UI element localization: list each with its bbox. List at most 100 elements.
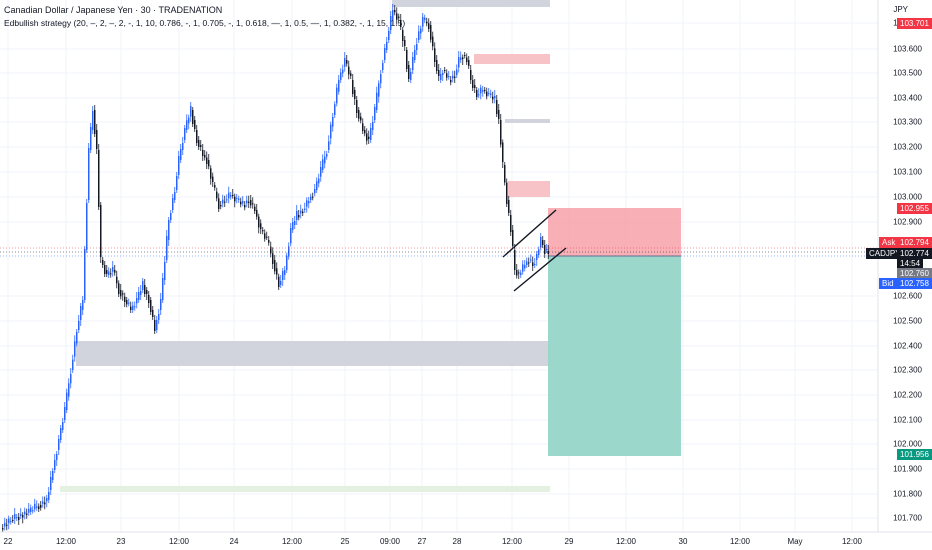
- candle-body: [340, 72, 342, 80]
- position-target-zone[interactable]: [548, 256, 681, 456]
- candle-body: [6, 524, 8, 526]
- candle-body: [396, 13, 398, 20]
- price-tick: 102.400: [893, 341, 922, 351]
- flag-lower-line: [513, 247, 567, 292]
- candle-body: [422, 17, 424, 27]
- candle-body: [116, 276, 118, 284]
- candle-body: [56, 454, 58, 460]
- chart-title[interactable]: Canadian Dollar / Japanese Yen · 30 · TR…: [4, 5, 223, 15]
- candle-body: [168, 220, 170, 240]
- candle-body: [2, 528, 4, 530]
- candle-body: [380, 74, 382, 84]
- candle-body: [90, 127, 92, 150]
- candle-body: [18, 517, 20, 520]
- candle-body: [366, 133, 368, 141]
- candle-body: [446, 73, 448, 78]
- candle-body: [490, 93, 492, 95]
- candle-body: [516, 270, 518, 276]
- candle-body: [32, 510, 34, 512]
- candle-body: [200, 145, 202, 147]
- price-tick: 102.500: [893, 316, 922, 326]
- price-tick: 102.600: [893, 291, 922, 301]
- candle-body: [512, 230, 514, 246]
- candle-body: [394, 10, 396, 13]
- candle-body: [388, 31, 390, 40]
- candle-body: [430, 25, 432, 40]
- candle-body: [414, 50, 416, 60]
- candle-body: [76, 332, 78, 344]
- candle-body: [458, 57, 460, 68]
- time-tick: 23: [116, 537, 126, 546]
- time-tick: 12:00: [729, 537, 751, 546]
- candle-body: [310, 196, 312, 200]
- candle-body: [146, 290, 148, 294]
- candle-body: [38, 506, 40, 509]
- candle-body: [216, 191, 218, 199]
- demand-zone-gray: [76, 341, 550, 366]
- candle-body: [412, 57, 414, 70]
- candle-body: [252, 203, 254, 205]
- price-tag-bid: 102.758: [897, 278, 932, 289]
- candle-body: [478, 94, 480, 96]
- candle-body: [534, 264, 536, 265]
- candle-body: [68, 383, 70, 397]
- candle-body: [192, 110, 194, 124]
- candle-body: [124, 296, 126, 302]
- price-tick: 102.100: [893, 415, 922, 425]
- candle-body: [454, 76, 456, 78]
- candle-body: [336, 87, 338, 104]
- time-tick: 12:00: [501, 537, 523, 546]
- candle-body: [266, 236, 268, 238]
- candle-body: [398, 16, 400, 18]
- flag-upper-line: [502, 209, 557, 258]
- candle-body: [376, 92, 378, 110]
- price-tag-stop: 101.956: [897, 449, 932, 460]
- candle-body: [408, 65, 410, 79]
- indicator-label[interactable]: Edbullish strategy (20, –, 2, –, 2, -, 1…: [4, 18, 406, 28]
- candle-body: [312, 196, 314, 198]
- candle-body: [280, 281, 282, 285]
- candle-body: [248, 201, 250, 203]
- candle-body: [94, 110, 96, 134]
- candle-body: [48, 492, 50, 500]
- candle-body: [42, 501, 44, 504]
- price-tick: 102.200: [893, 390, 922, 400]
- candle-body: [378, 83, 380, 97]
- candle-body: [286, 255, 288, 270]
- flag-pattern[interactable]: [502, 209, 567, 292]
- candle-body: [272, 253, 274, 264]
- price-tick: 101.900: [893, 464, 922, 474]
- candle-body: [294, 221, 296, 225]
- candle-body: [360, 116, 362, 121]
- countdown-tag: 14:54: [897, 258, 924, 269]
- price-tick: 103.100: [893, 167, 922, 177]
- candle-body: [284, 270, 286, 275]
- candle-body: [406, 50, 408, 69]
- candle-body: [132, 305, 134, 310]
- candle-body: [532, 262, 534, 266]
- candle-body: [268, 240, 270, 243]
- candle-body: [522, 264, 524, 272]
- candle-body: [210, 168, 212, 179]
- price-tick: 101.800: [893, 489, 922, 499]
- candle-body: [488, 93, 490, 94]
- candle-body: [368, 136, 370, 139]
- price-tag-level: 102.760: [897, 268, 932, 279]
- price-tag-last: 102.774: [897, 248, 932, 259]
- candle-body: [264, 233, 266, 239]
- candle-body: [402, 30, 404, 41]
- time-tick: 12:00: [841, 537, 863, 546]
- candle-body: [122, 293, 124, 295]
- candle-body: [392, 10, 394, 20]
- candle-body: [92, 111, 94, 130]
- position-stop-zone[interactable]: [548, 208, 681, 256]
- candle-body: [162, 278, 164, 300]
- candle-body: [102, 260, 104, 265]
- candle-body: [36, 506, 38, 508]
- candle-body: [348, 66, 350, 75]
- candle-body: [316, 181, 318, 190]
- candle-body: [434, 48, 436, 62]
- candle-body: [282, 271, 284, 280]
- candle-body: [438, 70, 440, 76]
